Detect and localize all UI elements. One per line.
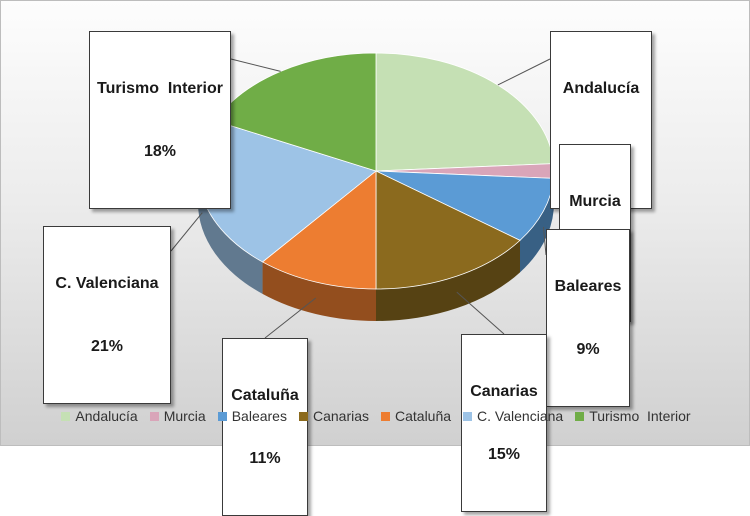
legend-swatch bbox=[575, 412, 584, 421]
legend-item-murcia: Murcia bbox=[150, 408, 206, 424]
callout-label: Murcia bbox=[566, 191, 624, 212]
chart-area: Andalucía 24% Murcia 2% Baleares 9% Cana… bbox=[0, 0, 750, 446]
legend-item-turismo-interior: Turismo Interior bbox=[575, 408, 690, 424]
callout-label: C. Valenciana bbox=[50, 273, 164, 294]
legend-label: Turismo Interior bbox=[589, 408, 690, 424]
legend-item-baleares: Baleares bbox=[218, 408, 287, 424]
legend: Andalucía Murcia Baleares Canarias Catal… bbox=[1, 401, 750, 431]
leader-line-andalucia bbox=[498, 59, 550, 85]
legend-label: Baleares bbox=[232, 408, 287, 424]
legend-label: Canarias bbox=[313, 408, 369, 424]
callout-label: Canarias bbox=[468, 381, 540, 402]
legend-label: Andalucía bbox=[75, 408, 137, 424]
legend-item-cataluna: Cataluña bbox=[381, 408, 451, 424]
legend-swatch bbox=[381, 412, 390, 421]
leader-line-turismo-interior bbox=[231, 59, 281, 71]
legend-item-canarias: Canarias bbox=[299, 408, 369, 424]
callout-label: Baleares bbox=[553, 276, 623, 297]
legend-swatch bbox=[218, 412, 227, 421]
legend-label: Murcia bbox=[164, 408, 206, 424]
callout-turismo-interior: Turismo Interior 18% bbox=[89, 31, 231, 209]
pie-top-layer bbox=[198, 53, 554, 289]
callout-percent: 21% bbox=[50, 336, 164, 357]
legend-label: Cataluña bbox=[395, 408, 451, 424]
legend-swatch bbox=[299, 412, 308, 421]
callout-label: Turismo Interior bbox=[96, 78, 224, 99]
legend-label: C. Valenciana bbox=[477, 408, 563, 424]
leader-line-c-valenciana bbox=[171, 213, 202, 251]
callout-percent: 15% bbox=[468, 444, 540, 465]
legend-item-andalucia: Andalucía bbox=[61, 408, 137, 424]
callout-percent: 9% bbox=[553, 339, 623, 360]
callout-percent: 18% bbox=[96, 141, 224, 162]
callout-percent: 11% bbox=[229, 448, 301, 469]
callout-c-valenciana: C. Valenciana 21% bbox=[43, 226, 171, 404]
legend-swatch bbox=[463, 412, 472, 421]
legend-swatch bbox=[150, 412, 159, 421]
callout-baleares: Baleares 9% bbox=[546, 229, 630, 407]
callout-label: Andalucía bbox=[557, 78, 645, 99]
legend-swatch bbox=[61, 412, 70, 421]
legend-item-c-valenciana: C. Valenciana bbox=[463, 408, 563, 424]
